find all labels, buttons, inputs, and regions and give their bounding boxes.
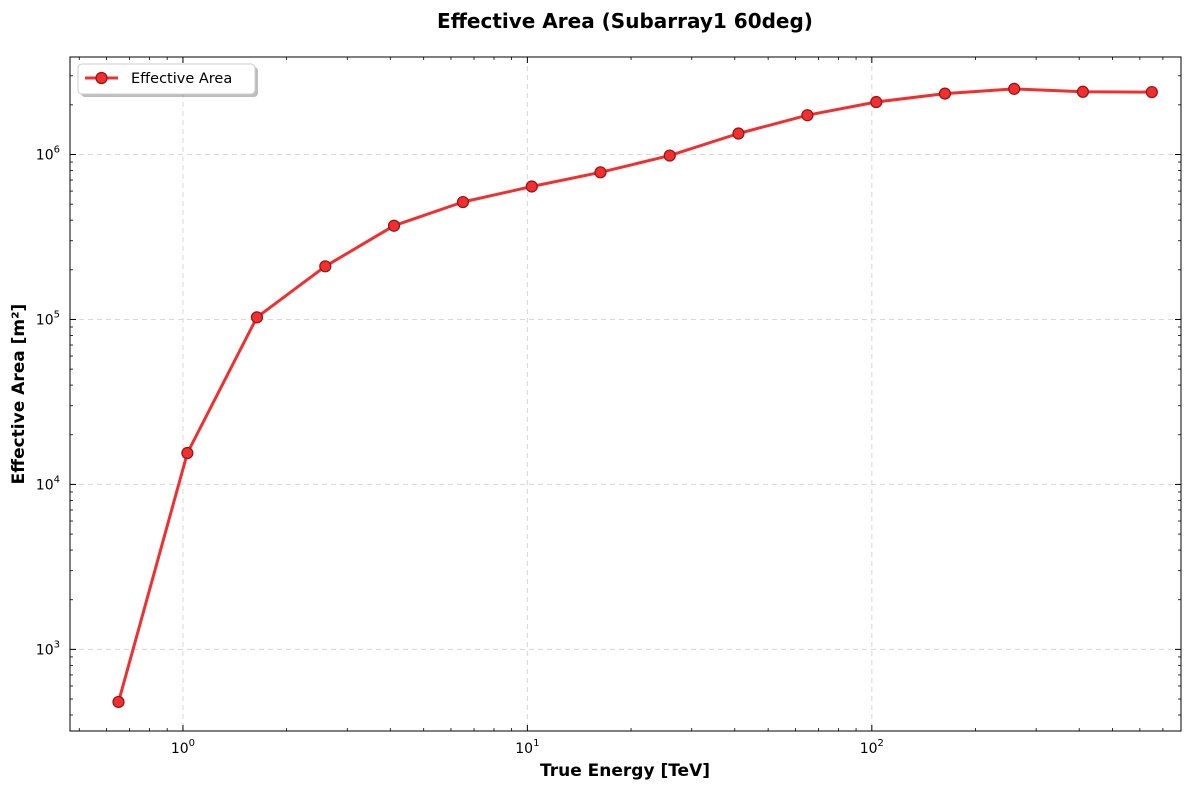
legend-label: Effective Area	[131, 71, 232, 87]
y-tick-base: 10	[36, 642, 54, 658]
data-point	[801, 109, 814, 122]
data-point	[387, 219, 401, 232]
x-tick-base: 10	[515, 741, 533, 757]
legend-marker	[95, 71, 108, 85]
x-tick-base: 10	[171, 741, 189, 757]
y-tick-exponent: 5	[54, 309, 60, 320]
data-point	[1145, 85, 1158, 99]
y-tick-base: 10	[36, 312, 54, 328]
data-point	[732, 127, 745, 140]
data-point	[319, 260, 332, 273]
y-tick-label: 105	[36, 309, 60, 328]
x-tick-exponent: 2	[878, 738, 884, 749]
x-tick-label: 100	[171, 738, 195, 757]
data-point	[938, 87, 952, 100]
x-tick-exponent: 1	[533, 738, 539, 749]
data-point	[250, 311, 264, 324]
data-point	[1008, 82, 1021, 95]
data-point	[456, 195, 470, 209]
y-tick-label: 106	[36, 145, 60, 164]
plot-frame	[69, 56, 1182, 732]
y-tick-label: 103	[36, 639, 60, 658]
legend: Effective Area	[77, 63, 258, 97]
y-tick-exponent: 3	[54, 639, 60, 650]
data-point	[1076, 85, 1089, 98]
data-point	[525, 180, 538, 193]
data-point	[870, 95, 883, 109]
x-tick-label: 101	[515, 738, 539, 757]
x-axis-label: True Energy [TeV]	[540, 761, 710, 781]
y-tick-label: 104	[36, 474, 60, 493]
data-point	[594, 166, 607, 179]
y-tick-exponent: 4	[54, 474, 60, 485]
y-tick-base: 10	[36, 477, 54, 493]
x-tick-exponent: 0	[189, 738, 195, 749]
data-point	[181, 446, 194, 460]
grid	[70, 57, 1181, 731]
legend-box	[77, 63, 256, 95]
y-axis-label: Effective Area [m²]	[9, 304, 29, 485]
x-tick-base: 10	[860, 741, 878, 757]
x-tick-label: 102	[860, 738, 884, 757]
series-line	[117, 87, 1152, 703]
chart-title: Effective Area (Subarray1 60deg)	[437, 9, 813, 33]
y-tick-exponent: 6	[54, 145, 60, 156]
data-point	[112, 695, 125, 709]
y-tick-base: 10	[36, 148, 54, 164]
series-layer	[112, 82, 1158, 709]
data-point	[663, 149, 676, 162]
